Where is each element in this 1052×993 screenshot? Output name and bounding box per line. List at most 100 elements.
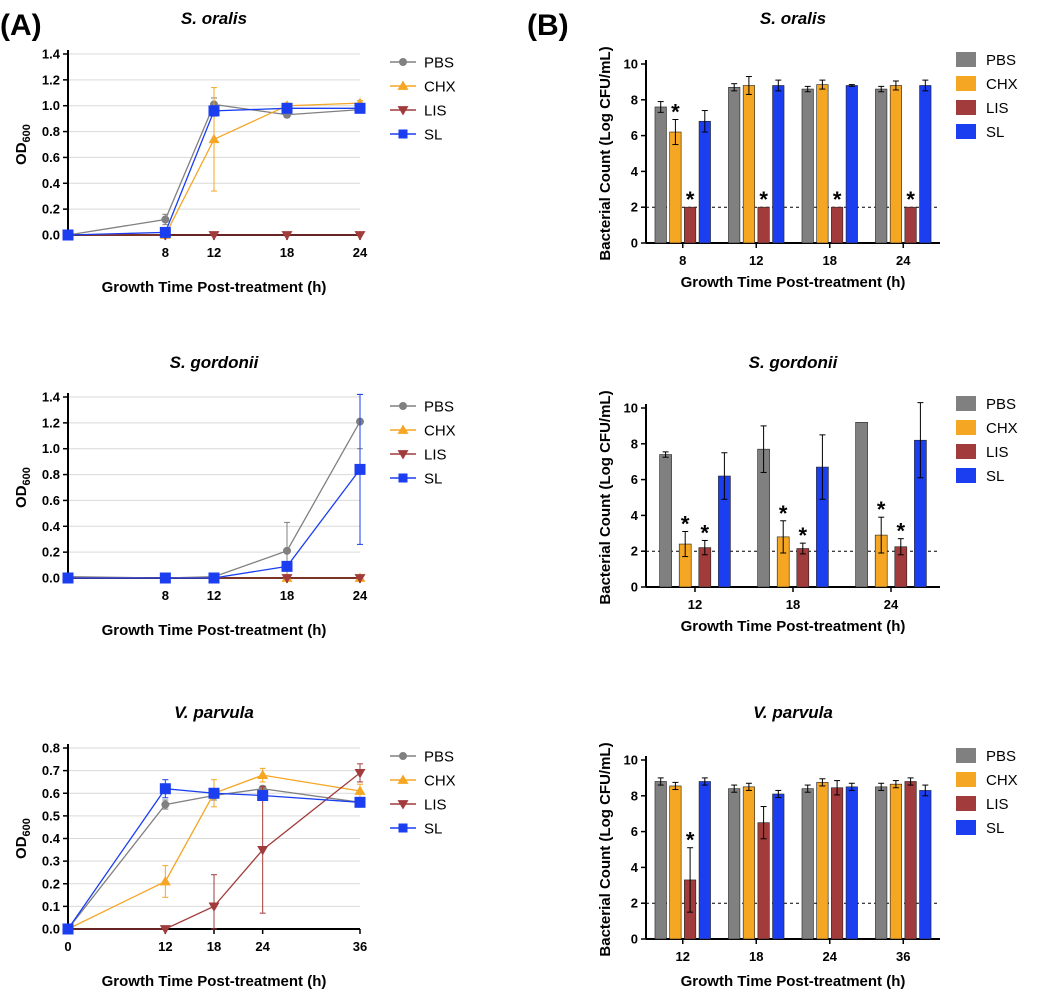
legend-label-sl: SL	[424, 821, 442, 838]
chart-title: S. oralis	[760, 9, 826, 28]
y-axis-label: Bacterial Count (Log CFU/mL)	[597, 390, 614, 604]
x-tick-label: 18	[207, 939, 221, 954]
y-tick-label: 0.0	[42, 922, 60, 937]
x-tick-label: 8	[162, 588, 169, 603]
chart-title: S. oralis	[181, 9, 247, 28]
legend-marker-lis	[397, 450, 409, 460]
x-tick-label: 18	[280, 245, 294, 260]
x-tick-label: 8	[679, 253, 686, 268]
y-tick-label: 0.2	[42, 876, 60, 891]
bar-lis	[757, 822, 770, 940]
significance-star: *	[686, 187, 695, 212]
significance-star: *	[671, 99, 680, 124]
bar-pbs	[728, 788, 741, 940]
y-tick-label: 6	[631, 472, 638, 487]
x-tick-label: 18	[823, 253, 837, 268]
y-tick-label: 0.4	[42, 519, 61, 534]
y-tick-label: 0.7	[42, 763, 60, 778]
series-line-sl	[68, 469, 361, 579]
chart-title: S. gordonii	[749, 353, 839, 372]
x-tick-label: 24	[353, 588, 368, 603]
data-point-lis	[257, 845, 269, 856]
significance-star: *	[799, 523, 808, 548]
data-point-lis	[208, 902, 220, 912]
legend-label-chx: CHX	[424, 773, 456, 790]
chart-title: S. gordonii	[170, 353, 260, 372]
y-tick-label: 0	[631, 580, 638, 595]
x-tick-label: 12	[207, 245, 221, 260]
x-tick-label: 12	[688, 597, 702, 612]
legend-swatch-lis	[956, 100, 976, 115]
y-tick-label: 0.6	[42, 493, 60, 508]
legend-marker-sl	[398, 129, 408, 139]
legend-marker-lis	[397, 800, 409, 810]
legend-label-sl: SL	[424, 127, 442, 144]
y-tick-label: 0	[631, 236, 638, 251]
panel-label-b: (B)	[527, 9, 569, 42]
x-tick-label: 36	[896, 949, 910, 964]
data-point-sl	[281, 102, 293, 114]
bar-chx	[669, 785, 682, 940]
y-axis-label: OD600	[13, 124, 33, 165]
legend-marker-chx	[397, 424, 409, 434]
data-point-sl	[208, 105, 220, 117]
x-tick-label: 18	[786, 597, 800, 612]
legend-swatch-pbs	[956, 52, 976, 67]
y-tick-label: 0.6	[42, 786, 60, 801]
legend-label-lis: LIS	[986, 100, 1009, 117]
y-tick-label: 0.0	[42, 228, 60, 243]
significance-star: *	[701, 520, 710, 545]
legend-marker-pbs	[399, 58, 407, 66]
bar-chx	[742, 85, 755, 244]
legend-label-lis: LIS	[424, 447, 447, 464]
panel-label-a: (A)	[0, 9, 42, 42]
bar-pbs	[875, 88, 888, 244]
x-tick-label: 24	[896, 253, 911, 268]
bar-lis	[904, 781, 917, 940]
y-tick-label: 6	[631, 824, 638, 839]
x-tick-label: 12	[207, 588, 221, 603]
x-tick-label: 12	[158, 939, 172, 954]
y-tick-label: 0.6	[42, 150, 60, 165]
legend-label-pbs: PBS	[424, 749, 454, 766]
legend-label-chx: CHX	[986, 76, 1018, 93]
y-tick-label: 0.8	[42, 124, 60, 139]
bar-pbs	[659, 454, 672, 588]
bar-lis	[831, 206, 844, 244]
legend-label-chx: CHX	[424, 423, 456, 440]
chart-title: V. parvula	[174, 703, 254, 722]
data-point-chx	[159, 875, 171, 886]
x-tick-label: 0	[64, 939, 71, 954]
data-point-sl	[257, 790, 269, 802]
significance-star: *	[779, 501, 788, 526]
bar-chx	[889, 783, 902, 940]
legend-label-pbs: PBS	[986, 396, 1016, 413]
x-axis-label: Growth Time Post-treatment (h)	[681, 274, 906, 291]
legend-label-sl: SL	[986, 124, 1004, 141]
bar-pbs	[654, 106, 667, 244]
bar-sl	[772, 85, 785, 244]
y-axis-label-subscript: 600	[21, 124, 33, 142]
bar-sl	[919, 85, 932, 244]
y-tick-label: 10	[624, 401, 638, 416]
y-tick-label: 1.2	[42, 415, 60, 430]
data-point-lis	[354, 231, 366, 241]
data-point-lis	[354, 574, 366, 584]
bar-lis	[757, 206, 770, 244]
series-line-pbs	[67, 421, 361, 579]
legend-swatch-pbs	[956, 748, 976, 763]
y-tick-label: 0.2	[42, 545, 60, 560]
x-axis-label: Growth Time Post-treatment (h)	[681, 618, 906, 635]
legend-label-lis: LIS	[424, 797, 447, 814]
legend-marker-pbs	[399, 402, 407, 410]
legend-swatch-sl	[956, 468, 976, 483]
y-tick-label: 0.1	[42, 899, 60, 914]
legend-label-sl: SL	[986, 468, 1004, 485]
bar-chx	[816, 84, 829, 244]
bar-sl	[698, 781, 711, 940]
significance-star: *	[877, 497, 886, 522]
legend-label-pbs: PBS	[424, 399, 454, 416]
x-axis-label: Growth Time Post-treatment (h)	[102, 279, 327, 296]
bar-pbs	[855, 422, 868, 588]
